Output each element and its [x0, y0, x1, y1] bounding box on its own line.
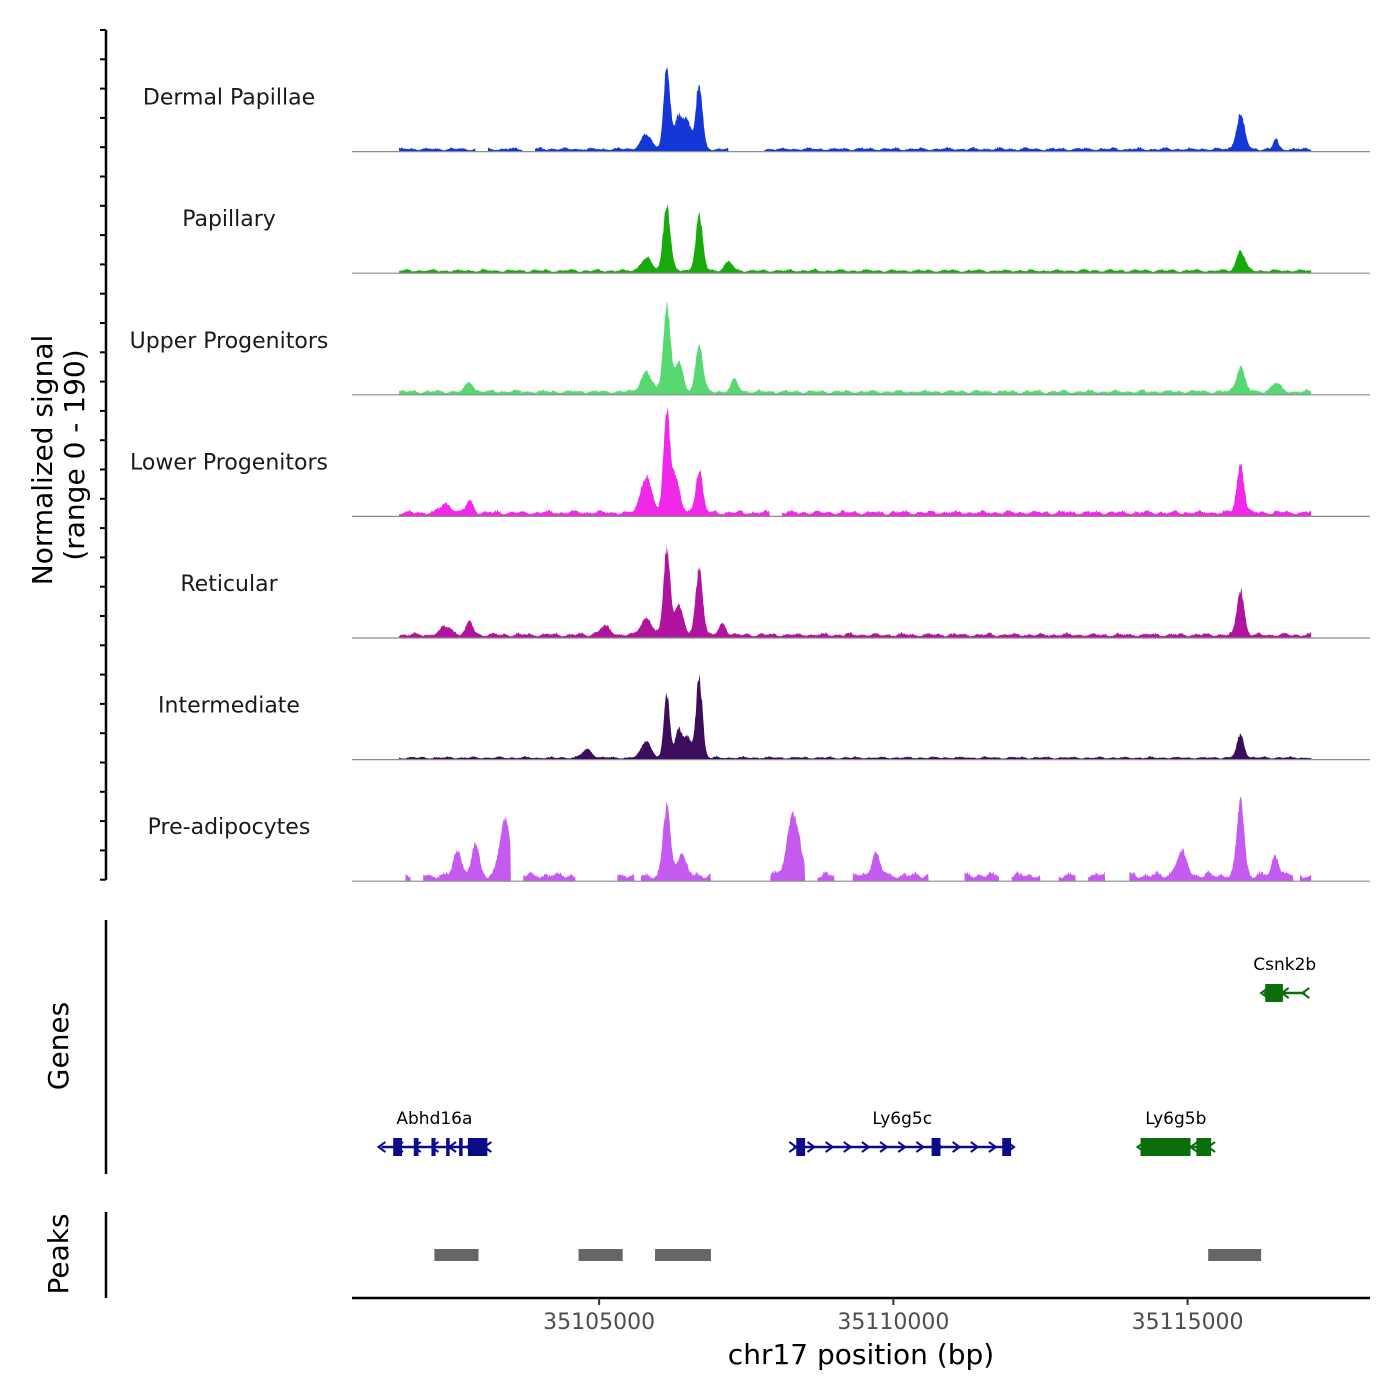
strand-chevron: [915, 1141, 926, 1153]
exon-block: [1002, 1138, 1012, 1156]
peak-region: [1208, 1249, 1262, 1261]
peak-region: [578, 1249, 623, 1261]
strand-chevron: [897, 1141, 907, 1153]
strand-chevron: [788, 1141, 799, 1153]
signal-track: Reticular: [180, 544, 1370, 639]
peak-track: [434, 1249, 1262, 1261]
gene-model: Ly6g5b: [1135, 1109, 1216, 1156]
signal-area: [405, 796, 1312, 882]
signal-area: [399, 674, 1312, 760]
signal-area: [399, 204, 1312, 274]
gene-label: Csnk2b: [1253, 955, 1316, 975]
track-label: Intermediate: [158, 694, 300, 719]
exon-block: [413, 1138, 419, 1156]
exon-block: [446, 1138, 450, 1156]
gene-model: Csnk2b: [1253, 955, 1316, 1002]
strand-chevron: [429, 1141, 439, 1153]
strand-chevron: [988, 1141, 998, 1153]
signal-track: Dermal Papillae: [143, 66, 1370, 153]
exon-block: [796, 1138, 806, 1156]
exon-block: [459, 1138, 463, 1156]
strand-chevron: [861, 1141, 871, 1153]
signal-area: [399, 544, 1312, 638]
gene-model: Abhd16a: [376, 1109, 492, 1156]
x-tick-label: 35115000: [1132, 1310, 1244, 1335]
peaks-panel-title: Peaks: [42, 1213, 75, 1294]
gene-label: Ly6g5c: [872, 1109, 932, 1129]
exon-block: [1265, 984, 1283, 1002]
strand-chevron: [879, 1141, 889, 1153]
gene-label: Abhd16a: [396, 1109, 472, 1129]
exon-block: [1196, 1138, 1212, 1156]
x-axis-title: chr17 position (bp): [728, 1338, 994, 1371]
signal-track: Upper Progenitors: [130, 301, 1370, 396]
signal-y-ticks: [100, 29, 106, 881]
y-axis-title: Normalized signal: [26, 335, 59, 586]
strand-chevron: [952, 1141, 962, 1153]
signal-track: Pre-adipocytes: [148, 796, 1370, 882]
strand-chevron: [806, 1141, 817, 1153]
track-label: Upper Progenitors: [130, 329, 329, 354]
gene-track: Abhd16a Ly6g5c Ly6g5b Csnk2b: [376, 955, 1316, 1156]
gene-model: Ly6g5c: [788, 1109, 1016, 1156]
strand-chevron: [1300, 987, 1310, 999]
exon-block: [469, 1138, 488, 1156]
signal-track: Papillary: [182, 204, 1370, 274]
signal-track: Intermediate: [158, 674, 1370, 761]
exon-block: [393, 1138, 403, 1156]
track-label: Lower Progenitors: [130, 450, 328, 475]
peak-region: [434, 1249, 479, 1261]
strand-chevron: [970, 1141, 980, 1153]
x-tick-label: 35105000: [543, 1310, 655, 1335]
strand-chevron: [843, 1141, 853, 1153]
y-axis-range: (range 0 - 190): [58, 349, 91, 560]
track-label: Dermal Papillae: [143, 86, 315, 111]
strand-chevron: [376, 1141, 387, 1153]
signal-area: [399, 408, 1312, 517]
genes-panel-title: Genes: [42, 1002, 75, 1090]
x-axis-ticks: 35105000 35110000 35115000: [543, 1298, 1244, 1335]
track-label: Pre-adipocytes: [148, 815, 311, 840]
gene-label: Ly6g5b: [1145, 1109, 1206, 1129]
x-tick-label: 35110000: [837, 1310, 949, 1335]
signal-tracks: Dermal Papillae Papillary Upper Progenitor…: [130, 66, 1370, 882]
signal-track: Lower Progenitors: [130, 408, 1370, 518]
exon-block: [431, 1138, 436, 1156]
exon-block: [1140, 1138, 1191, 1156]
signal-area: [399, 66, 1312, 152]
peak-region: [655, 1249, 711, 1261]
strand-chevron: [825, 1141, 835, 1153]
track-label: Papillary: [182, 207, 276, 232]
signal-area: [399, 301, 1312, 395]
track-label: Reticular: [180, 572, 278, 597]
exon-block: [931, 1138, 941, 1156]
